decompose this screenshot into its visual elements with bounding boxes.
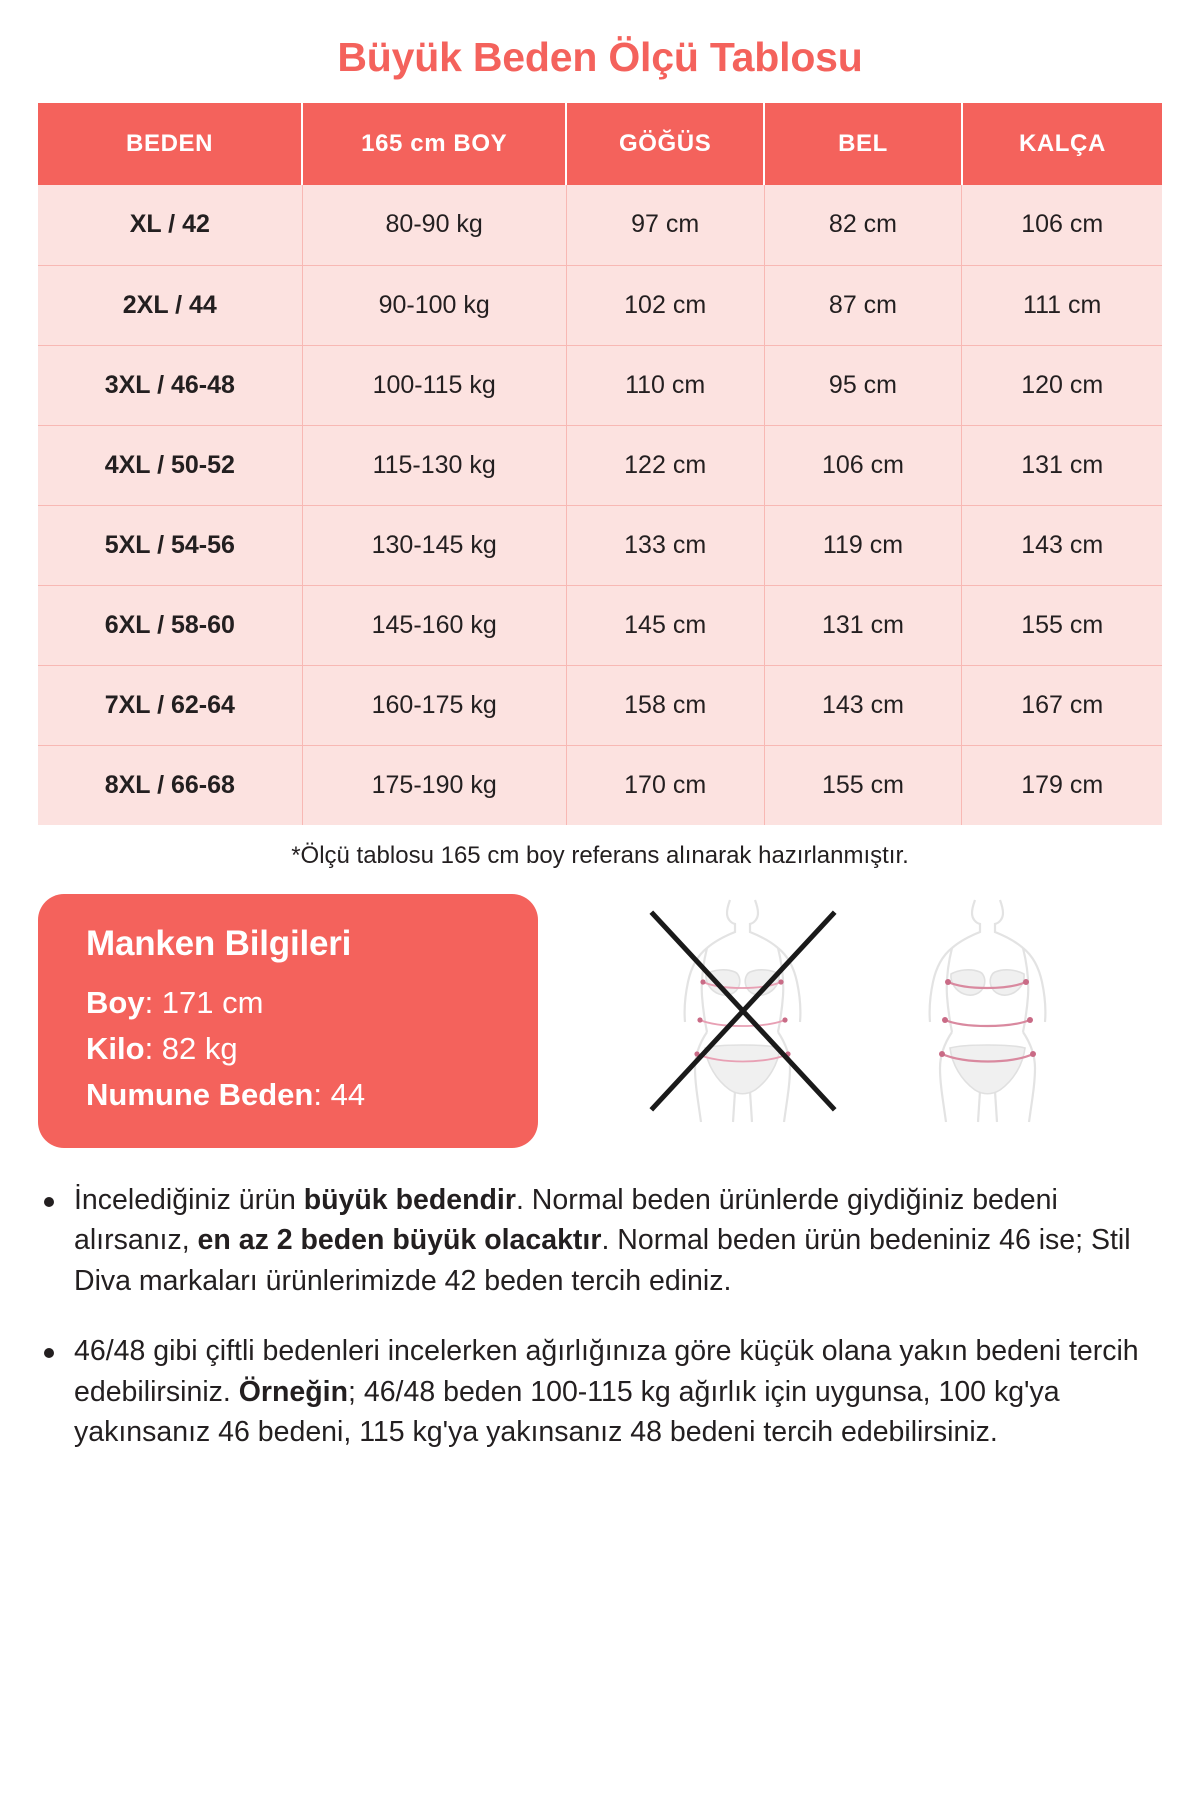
- table-header-row: BEDEN 165 cm BOY GÖĞÜS BEL KALÇA: [38, 103, 1162, 185]
- cell-beden: 6XL / 58-60: [38, 585, 303, 666]
- bullet-2-part-2: ; 46/48 beden 100-115 kg ağırlık için uy…: [74, 1375, 1060, 1448]
- table-row: 4XL / 50-52 115-130 kg 122 cm 106 cm 131…: [38, 425, 1162, 506]
- model-card-heading: Manken Bilgileri: [86, 924, 352, 963]
- cell-beden: 5XL / 54-56: [38, 505, 303, 586]
- bullet-1-part-2: . Normal beden ürünlerde giydiğiniz bede…: [74, 1183, 1058, 1257]
- cell-boy: 145-160 kg: [302, 585, 567, 666]
- cell-gogus: 133 cm: [566, 505, 765, 586]
- bullet-1-bold-2: en az 2 beden büyük olacaktır: [197, 1224, 602, 1257]
- table-row: XL / 42 80-90 kg 97 cm 82 cm 106 cm: [38, 185, 1162, 266]
- cell-bel: 131 cm: [764, 585, 963, 666]
- cell-gogus: 170 cm: [566, 745, 765, 825]
- model-sample-size-label: Numune Beden: [86, 1076, 314, 1112]
- cell-kalca: 155 cm: [961, 585, 1162, 666]
- table-row: 6XL / 58-60 145-160 kg 145 cm 131 cm 155…: [38, 585, 1162, 666]
- cell-bel: 119 cm: [764, 505, 963, 586]
- model-info-card: Manken Bilgileri Boy: 171 cm Kilo: 82 kg…: [38, 894, 538, 1148]
- correct-measurement-figure: [880, 898, 1095, 1124]
- model-weight-line: Kilo: 82 kg: [86, 1026, 504, 1072]
- model-weight-label: Kilo: [86, 1030, 145, 1066]
- model-weight-value: : 82 kg: [144, 1030, 238, 1066]
- cell-kalca: 167 cm: [961, 665, 1162, 746]
- measurement-figures: [538, 894, 1162, 1124]
- cell-kalca: 106 cm: [961, 185, 1162, 266]
- bullet-dot-icon: [44, 1348, 54, 1359]
- column-header-bel: BEL: [764, 103, 963, 185]
- female-body-outline-icon: [928, 899, 1047, 1123]
- cell-boy: 100-115 kg: [302, 345, 567, 426]
- size-table-wrapper: BEDEN 165 cm BOY GÖĞÜS BEL KALÇA XL / 42…: [38, 103, 1162, 825]
- bullet-1-part-1: İncelediğiniz ürün: [74, 1183, 304, 1216]
- measurement-tape-lines: [941, 980, 1034, 1063]
- brief-shape: [949, 1044, 1026, 1095]
- list-item: 46/48 gibi çiftli bedenleri incelerken a…: [38, 1331, 1162, 1452]
- cell-bel: 82 cm: [764, 185, 963, 266]
- bullet-2-bold-1: Örneğin: [238, 1375, 349, 1408]
- bullet-dot-icon: [44, 1196, 54, 1207]
- bullet-text-2: 46/48 gibi çiftli bedenleri incelerken a…: [74, 1331, 1162, 1452]
- cell-kalca: 120 cm: [961, 345, 1162, 426]
- cell-beden: XL / 42: [38, 185, 303, 266]
- model-sample-size-value: : 44: [313, 1076, 366, 1112]
- cell-kalca: 143 cm: [961, 505, 1162, 586]
- bullet-1-part-3: . Normal beden ürün bedeniniz 46 ise; St…: [74, 1224, 1131, 1297]
- table-row: 7XL / 62-64 160-175 kg 158 cm 143 cm 167…: [38, 665, 1162, 746]
- page-title: Büyük Beden Ölçü Tablosu: [337, 34, 863, 80]
- model-height-line: Boy: 171 cm: [86, 980, 504, 1026]
- cell-beden: 8XL / 66-68: [38, 745, 303, 825]
- table-row: 3XL / 46-48 100-115 kg 110 cm 95 cm 120 …: [38, 345, 1162, 426]
- cell-bel: 155 cm: [764, 745, 963, 825]
- column-header-gogus: GÖĞÜS: [566, 103, 766, 185]
- cell-bel: 143 cm: [764, 665, 963, 746]
- bullet-text-1: İncelediğiniz ürün büyük bedendir. Norma…: [74, 1180, 1162, 1301]
- cell-boy: 80-90 kg: [302, 185, 567, 266]
- table-row: 2XL / 44 90-100 kg 102 cm 87 cm 111 cm: [38, 265, 1162, 346]
- bullet-2-part-1: 46/48 gibi çiftli bedenleri incelerken a…: [74, 1335, 1139, 1408]
- female-body-outline-icon: [649, 899, 837, 1123]
- size-table: BEDEN 165 cm BOY GÖĞÜS BEL KALÇA XL / 42…: [38, 103, 1162, 825]
- model-height-value: : 171 cm: [144, 985, 264, 1020]
- cell-boy: 90-100 kg: [302, 265, 567, 346]
- cell-kalca: 111 cm: [961, 265, 1162, 346]
- cell-boy: 130-145 kg: [302, 505, 567, 586]
- column-header-beden: BEDEN: [38, 103, 304, 185]
- guidance-bullet-list: İncelediğiniz ürün büyük bedendir. Norma…: [38, 1180, 1162, 1453]
- table-footnote: *Ölçü tablosu 165 cm boy referans alınar…: [291, 842, 909, 869]
- bullet-1-bold-1: büyük bedendir: [303, 1183, 516, 1216]
- cell-kalca: 179 cm: [961, 745, 1162, 825]
- cell-boy: 160-175 kg: [302, 665, 567, 746]
- column-header-boy: 165 cm BOY: [302, 103, 568, 185]
- cell-beden: 7XL / 62-64: [38, 665, 303, 746]
- table-row: 8XL / 66-68 175-190 kg 170 cm 155 cm 179…: [38, 745, 1162, 825]
- cell-kalca: 131 cm: [961, 425, 1162, 506]
- cell-bel: 87 cm: [764, 265, 963, 346]
- cell-gogus: 145 cm: [566, 585, 765, 666]
- model-sample-size-line: Numune Beden: 44: [86, 1072, 504, 1118]
- cell-gogus: 158 cm: [566, 665, 765, 746]
- incorrect-measurement-figure: [635, 898, 850, 1124]
- cell-gogus: 102 cm: [566, 265, 765, 346]
- cell-beden: 3XL / 46-48: [38, 345, 303, 426]
- cell-beden: 4XL / 50-52: [38, 425, 303, 506]
- column-header-kalca: KALÇA: [961, 103, 1162, 185]
- cell-boy: 175-190 kg: [302, 745, 567, 825]
- cell-boy: 115-130 kg: [302, 425, 567, 506]
- model-height-label: Boy: [86, 985, 145, 1020]
- cell-beden: 2XL / 44: [38, 265, 303, 346]
- cross-out-x-icon: [649, 910, 837, 1112]
- cell-bel: 95 cm: [764, 345, 963, 426]
- list-item: İncelediğiniz ürün büyük bedendir. Norma…: [38, 1180, 1162, 1301]
- cell-gogus: 122 cm: [566, 425, 765, 506]
- cell-bel: 106 cm: [764, 425, 963, 506]
- cell-gogus: 110 cm: [566, 345, 765, 426]
- table-row: 5XL / 54-56 130-145 kg 133 cm 119 cm 143…: [38, 505, 1162, 586]
- cell-gogus: 97 cm: [566, 185, 765, 266]
- model-info-section: Manken Bilgileri Boy: 171 cm Kilo: 82 kg…: [38, 894, 1162, 1148]
- brief-shape: [704, 1044, 781, 1095]
